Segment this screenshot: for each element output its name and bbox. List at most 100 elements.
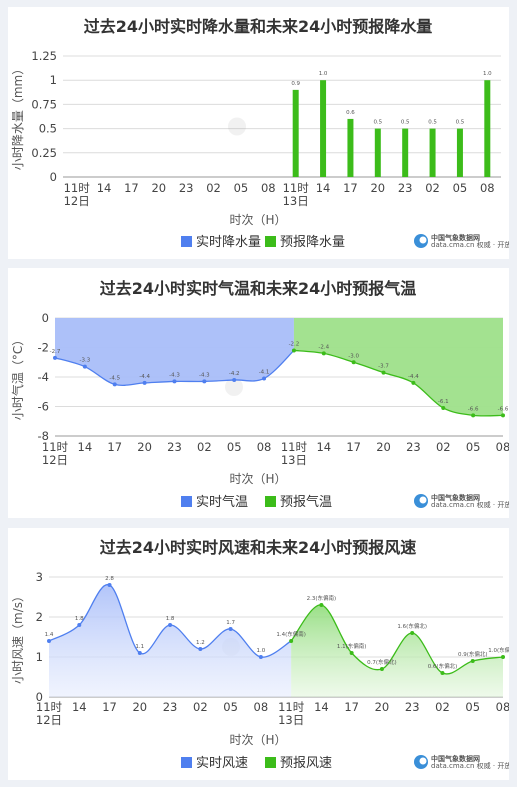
x-tick-label: 05 xyxy=(465,700,480,714)
legend-swatch-observed xyxy=(181,757,192,768)
x-tick-label: 11时 12日 xyxy=(64,181,91,208)
brand-name: 中国气象数据网 xyxy=(431,754,480,763)
data-label: 1.2 xyxy=(196,640,205,646)
y-tick-label: 1 xyxy=(50,73,57,87)
bar xyxy=(320,80,327,177)
chart-title: 过去24小时实时风速和未来24小时预报风速 xyxy=(100,538,417,557)
data-label: -3.3 xyxy=(79,358,90,364)
y-axis-label: 小时降水量（mm） xyxy=(11,63,25,170)
legend-swatch-forecast xyxy=(265,236,276,247)
data-label: 1.0 xyxy=(319,71,328,77)
brand-name: 中国气象数据网 xyxy=(431,233,480,242)
data-label: -2.4 xyxy=(318,344,329,350)
forecast-line xyxy=(290,604,504,675)
y-tick-label: -4 xyxy=(38,370,49,384)
legend-label-forecast: 预报气温 xyxy=(280,494,332,510)
data-point xyxy=(112,382,117,387)
y-tick-label: 0 xyxy=(36,690,43,704)
x-tick-label: 17 xyxy=(107,440,122,454)
data-point xyxy=(440,671,445,675)
legend-label-forecast: 预报风速 xyxy=(280,756,332,771)
data-label: 2.8 xyxy=(105,576,114,582)
brand-name: 中国气象数据网 xyxy=(431,493,480,502)
x-tick-label: 02 xyxy=(436,440,451,454)
legend-label-observed: 实时风速 xyxy=(196,756,248,771)
x-tick-label: 20 xyxy=(370,181,385,195)
x-tick-label: 17 xyxy=(343,181,358,195)
data-label: -2.2 xyxy=(289,341,300,347)
brand-logo-mark xyxy=(419,236,427,244)
x-tick-label: 23 xyxy=(179,181,194,195)
data-label: 1.0 xyxy=(483,71,492,77)
y-axis-label: 小时气温（°C） xyxy=(10,334,25,420)
data-label: 0.6(东偏北) xyxy=(428,662,458,670)
watermark-icon xyxy=(228,117,246,136)
bar xyxy=(402,128,409,177)
x-tick-label: 11时 12日 xyxy=(42,440,69,467)
data-point xyxy=(262,376,267,381)
data-label: -6.6 xyxy=(468,406,479,412)
data-point xyxy=(470,659,475,663)
x-tick-label: 08 xyxy=(496,700,509,714)
data-point xyxy=(471,413,476,418)
y-tick-label: 1.25 xyxy=(31,49,57,63)
x-tick-label: 14 xyxy=(316,181,331,195)
data-point xyxy=(441,405,446,410)
y-tick-label: -8 xyxy=(38,429,49,443)
data-point xyxy=(319,603,324,607)
data-label: -4.3 xyxy=(199,372,210,378)
watermark-logo xyxy=(225,378,243,396)
x-axis-label: 时次（H） xyxy=(229,733,286,747)
brand-logo-mark xyxy=(419,496,427,504)
data-label: 0.9(东偏北) xyxy=(458,650,488,658)
x-tick-label: 23 xyxy=(167,440,182,454)
x-tick-label: 23 xyxy=(398,181,413,195)
x-tick-label: 02 xyxy=(435,700,450,714)
x-tick-label: 17 xyxy=(344,700,359,714)
bar xyxy=(484,80,491,177)
forecast-area xyxy=(291,604,503,697)
watermark-icon xyxy=(225,378,243,396)
x-tick-label: 05 xyxy=(453,181,468,195)
x-axis-label: 时次（H） xyxy=(229,213,286,227)
x-tick-label: 08 xyxy=(257,440,272,454)
data-point xyxy=(411,380,416,385)
x-tick-label: 20 xyxy=(132,700,147,714)
data-point xyxy=(198,647,203,651)
data-label: -4.4 xyxy=(408,374,419,380)
y-axis-label: 小时风速（m/s） xyxy=(11,590,25,684)
legend-swatch-forecast xyxy=(265,496,276,507)
x-tick-label: 23 xyxy=(405,700,420,714)
x-tick-label: 20 xyxy=(137,440,152,454)
x-tick-label: 17 xyxy=(102,700,117,714)
y-tick-label: 0.25 xyxy=(31,146,57,160)
data-point xyxy=(202,379,207,384)
legend-swatch-observed xyxy=(181,236,192,247)
data-label: 1.0(东偏北) xyxy=(488,646,509,654)
x-tick-label: 02 xyxy=(425,181,440,195)
x-tick-label: 02 xyxy=(206,181,221,195)
data-point xyxy=(289,639,294,643)
data-point xyxy=(349,651,354,655)
data-point xyxy=(53,355,57,360)
data-label: -4.5 xyxy=(109,375,120,381)
data-label: -4.4 xyxy=(139,374,150,380)
x-tick-label: 11时 12日 xyxy=(36,700,63,727)
x-tick-label: 14 xyxy=(314,700,329,714)
chart-title: 过去24小时实时降水量和未来24小时预报降水量 xyxy=(84,17,433,36)
y-tick-label: 0 xyxy=(42,311,49,325)
data-point xyxy=(172,379,177,384)
y-tick-label: -2 xyxy=(38,341,49,355)
data-label: 0.5 xyxy=(428,120,437,126)
data-label: 0.9 xyxy=(291,81,300,87)
data-label: 0.5 xyxy=(401,120,410,126)
data-point xyxy=(379,667,384,671)
data-label: -4.1 xyxy=(259,369,270,375)
data-label: 1.0 xyxy=(256,648,265,654)
legend-label-observed: 实时降水量 xyxy=(196,235,261,250)
data-point xyxy=(168,623,173,627)
data-label: -6.1 xyxy=(438,399,449,405)
y-tick-label: 0.5 xyxy=(39,122,57,136)
